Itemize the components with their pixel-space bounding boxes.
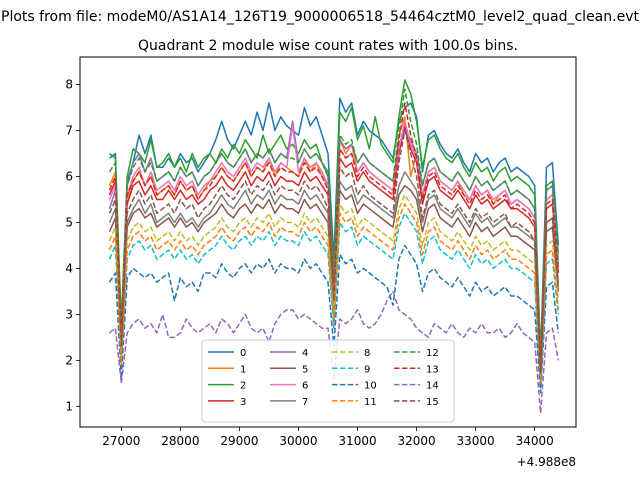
x-tick-label: 34000 <box>516 434 554 448</box>
y-axis: 1 2 3 4 5 6 7 8 <box>65 78 80 413</box>
legend-label: 10 <box>364 381 377 392</box>
legend-label: 3 <box>240 397 246 408</box>
legend-label: 7 <box>302 397 308 408</box>
y-tick-label: 3 <box>65 307 73 321</box>
legend-label: 12 <box>426 348 439 359</box>
axes-frame <box>79 56 577 428</box>
x-tick-label: 27000 <box>102 434 140 448</box>
legend-label: 11 <box>364 397 377 408</box>
y-tick-label: 1 <box>65 399 73 413</box>
legend-box <box>201 339 455 423</box>
legend-label: 4 <box>302 348 308 359</box>
legend-label: 8 <box>364 348 370 359</box>
y-tick-label: 6 <box>65 170 73 184</box>
chart-title: Quadrant 2 module wise count rates with … <box>138 38 518 54</box>
x-axis: 27000 28000 29000 30000 31000 32000 33000 34000 <box>102 427 554 448</box>
x-tick-label: 31000 <box>338 434 376 448</box>
series-line-9 <box>108 212 560 389</box>
y-tick-label: 7 <box>65 124 73 138</box>
x-tick-label: 29000 <box>220 434 258 448</box>
legend-label: 1 <box>240 364 246 375</box>
chart-suptitle: Plots from file: modeM0/AS1A14_126T19_90… <box>1 9 639 25</box>
legend-label: 15 <box>426 397 439 408</box>
legend-label: 5 <box>302 364 308 375</box>
legend-label: 2 <box>240 381 246 392</box>
y-tick-label: 4 <box>65 261 73 275</box>
x-tick-label: 28000 <box>161 434 199 448</box>
x-tick-label: 32000 <box>397 434 435 448</box>
y-tick-label: 2 <box>65 353 73 367</box>
legend-label: 13 <box>426 364 439 375</box>
legend-label: 9 <box>364 364 370 375</box>
x-offset-label: +4.988e8 <box>517 455 576 469</box>
legend-label: 14 <box>426 381 439 392</box>
y-tick-label: 8 <box>65 78 73 92</box>
x-tick-label: 30000 <box>279 434 317 448</box>
series-line-13 <box>108 102 560 371</box>
series-line-15 <box>108 129 560 375</box>
series-line-7 <box>108 171 560 375</box>
legend-label: 6 <box>302 381 308 392</box>
legend-label: 0 <box>240 348 246 359</box>
series-line-11 <box>108 203 560 385</box>
y-tick-label: 5 <box>65 215 73 229</box>
x-tick-label: 33000 <box>457 434 495 448</box>
